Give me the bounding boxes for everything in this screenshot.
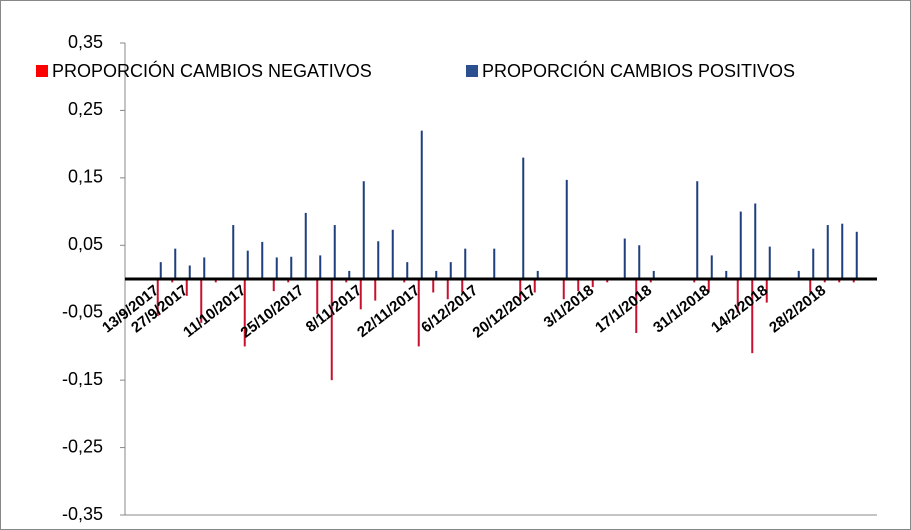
bar (188, 265, 191, 279)
bar (304, 212, 307, 279)
bar (739, 211, 742, 279)
bar (707, 279, 710, 293)
bar (823, 279, 826, 283)
bar (159, 262, 162, 279)
bar (261, 241, 264, 279)
bar (710, 255, 713, 279)
bar (855, 231, 858, 279)
bar (203, 257, 206, 279)
bar (449, 262, 452, 279)
bar (838, 279, 841, 283)
bar (565, 179, 568, 279)
bar (406, 262, 409, 279)
bar (519, 279, 522, 301)
bar (435, 270, 438, 279)
bar (319, 255, 322, 279)
bar (638, 245, 641, 279)
bar (536, 270, 539, 279)
bar (362, 181, 365, 279)
bar (493, 248, 496, 279)
bar (246, 250, 249, 279)
y-tick-label: -0,15 (62, 369, 103, 389)
bar (287, 279, 290, 283)
bar (751, 279, 754, 354)
bar (826, 225, 829, 279)
bar (464, 248, 467, 279)
bar (623, 238, 626, 279)
bar (214, 279, 217, 283)
bar (562, 279, 565, 300)
bar (348, 270, 351, 279)
bar (635, 279, 638, 333)
y-tick-label: -0,35 (62, 504, 103, 524)
y-tick-label: -0,05 (62, 301, 103, 321)
bar (185, 279, 188, 296)
bar (754, 203, 757, 279)
bar (841, 223, 844, 279)
bar (200, 279, 203, 323)
y-tick-label: 0,25 (68, 99, 103, 119)
bar (446, 279, 449, 300)
bar (809, 279, 812, 293)
bar (797, 270, 800, 279)
bar (290, 256, 293, 279)
y-tick-label: -0,25 (62, 436, 103, 456)
y-tick-label: 0,15 (68, 167, 103, 187)
legend-swatch (36, 65, 48, 77)
bar (232, 225, 235, 279)
bar (156, 279, 159, 317)
legend-label: PROPORCIÓN CAMBIOS NEGATIVOS (52, 60, 372, 81)
bar (852, 279, 855, 283)
bar (522, 157, 525, 279)
bar (417, 279, 420, 347)
y-tick-label: 0,05 (68, 234, 103, 254)
bar (403, 279, 406, 283)
bar (272, 279, 275, 292)
bar (420, 130, 423, 279)
bar (533, 279, 536, 293)
bar (649, 279, 652, 283)
bar (577, 279, 580, 292)
bar (377, 241, 380, 279)
bar (812, 248, 815, 279)
y-tick-label: 0,35 (68, 32, 103, 52)
bar (174, 248, 177, 279)
bar (171, 279, 174, 283)
bar (374, 279, 377, 301)
bar (693, 279, 696, 283)
bar (333, 225, 336, 279)
bar (736, 279, 739, 313)
bar (606, 279, 609, 283)
bar (391, 229, 394, 279)
bar (652, 270, 655, 279)
bar (591, 279, 594, 288)
bar (432, 279, 435, 293)
legend-swatch (466, 65, 478, 77)
bar (316, 279, 319, 315)
bar (461, 279, 464, 293)
bar (330, 279, 333, 381)
bar (765, 279, 768, 303)
bar (275, 257, 278, 279)
legend-label: PROPORCIÓN CAMBIOS POSITIVOS (482, 60, 795, 81)
bar (725, 270, 728, 279)
bar (243, 279, 246, 347)
bar (345, 279, 348, 283)
bar (696, 181, 699, 279)
bar (359, 279, 362, 310)
bar (768, 246, 771, 279)
